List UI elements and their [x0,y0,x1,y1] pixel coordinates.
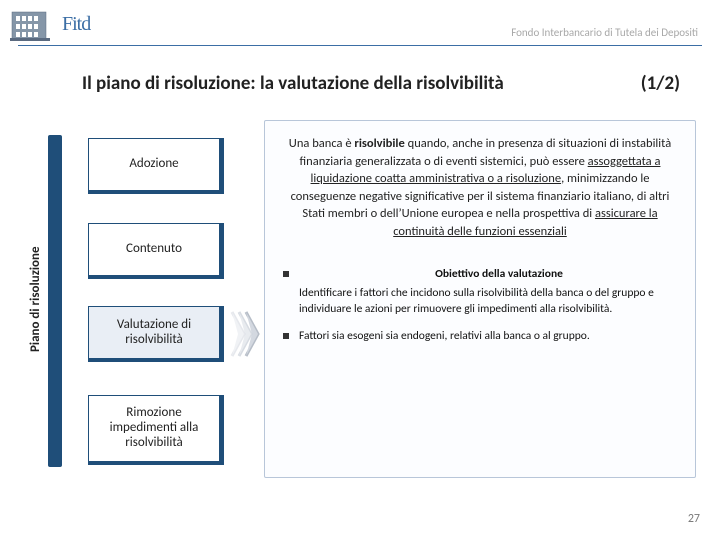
bullet-row: Fattori sia esogeni sia endogeni, relati… [283,328,677,345]
highlight-text: risolvibile [354,136,404,151]
bullet-icon [283,271,289,277]
title-row: Il piano di risoluzione: la valutazione … [82,72,680,95]
bullet-text: Fattori sia esogeni sia endogeni, relati… [299,328,677,345]
step-label: Valutazione di risolvibilità [95,318,213,348]
bullets-block: Obiettivo della valutazione Identificare… [283,266,677,345]
step-label: Adozione [129,157,178,172]
step-valutazione: Valutazione di risolvibilità [88,306,224,362]
text: Una banca è [289,136,355,151]
logo-text: Fitd [62,13,90,36]
bullet-row: Obiettivo della valutazione Identificare… [283,266,677,318]
page-title: Il piano di risoluzione: la valutazione … [82,72,504,95]
step-rimozione: Rimozione impedimenti alla risolvibilità [88,395,224,465]
step-label: Contenuto [126,242,182,257]
header: Fitd Fondo Interbancario di Tutela dei D… [0,0,720,60]
page-indicator: (1/2) [641,72,680,95]
bullet-text: Obiettivo della valutazione Identificare… [299,266,677,318]
arrow-icon [230,310,264,360]
vertical-label: Piano di risoluzione [28,246,43,352]
step-contenuto: Contenuto [88,223,224,279]
bullet-body: Identificare i fattori che incidono sull… [299,286,654,317]
slide-root: { "header": { "logo_text": "Fitd", "righ… [0,0,720,540]
slide-number: 27 [688,512,700,526]
bullet-icon [283,333,289,339]
main-paragraph: Una banca è risolvibile quando, anche in… [283,135,677,240]
bullets-title: Obiettivo della valutazione [321,266,677,283]
building-icon [10,6,60,42]
header-divider [18,45,702,46]
guide-bar [48,135,62,467]
logo: Fitd [10,6,90,42]
step-label: Rimozione impedimenti alla risolvibilità [95,406,213,451]
content-panel: Una banca è risolvibile quando, anche in… [264,120,696,478]
step-adozione: Adozione [88,138,224,194]
header-subtitle: Fondo Interbancario di Tutela dei Deposi… [511,26,698,39]
